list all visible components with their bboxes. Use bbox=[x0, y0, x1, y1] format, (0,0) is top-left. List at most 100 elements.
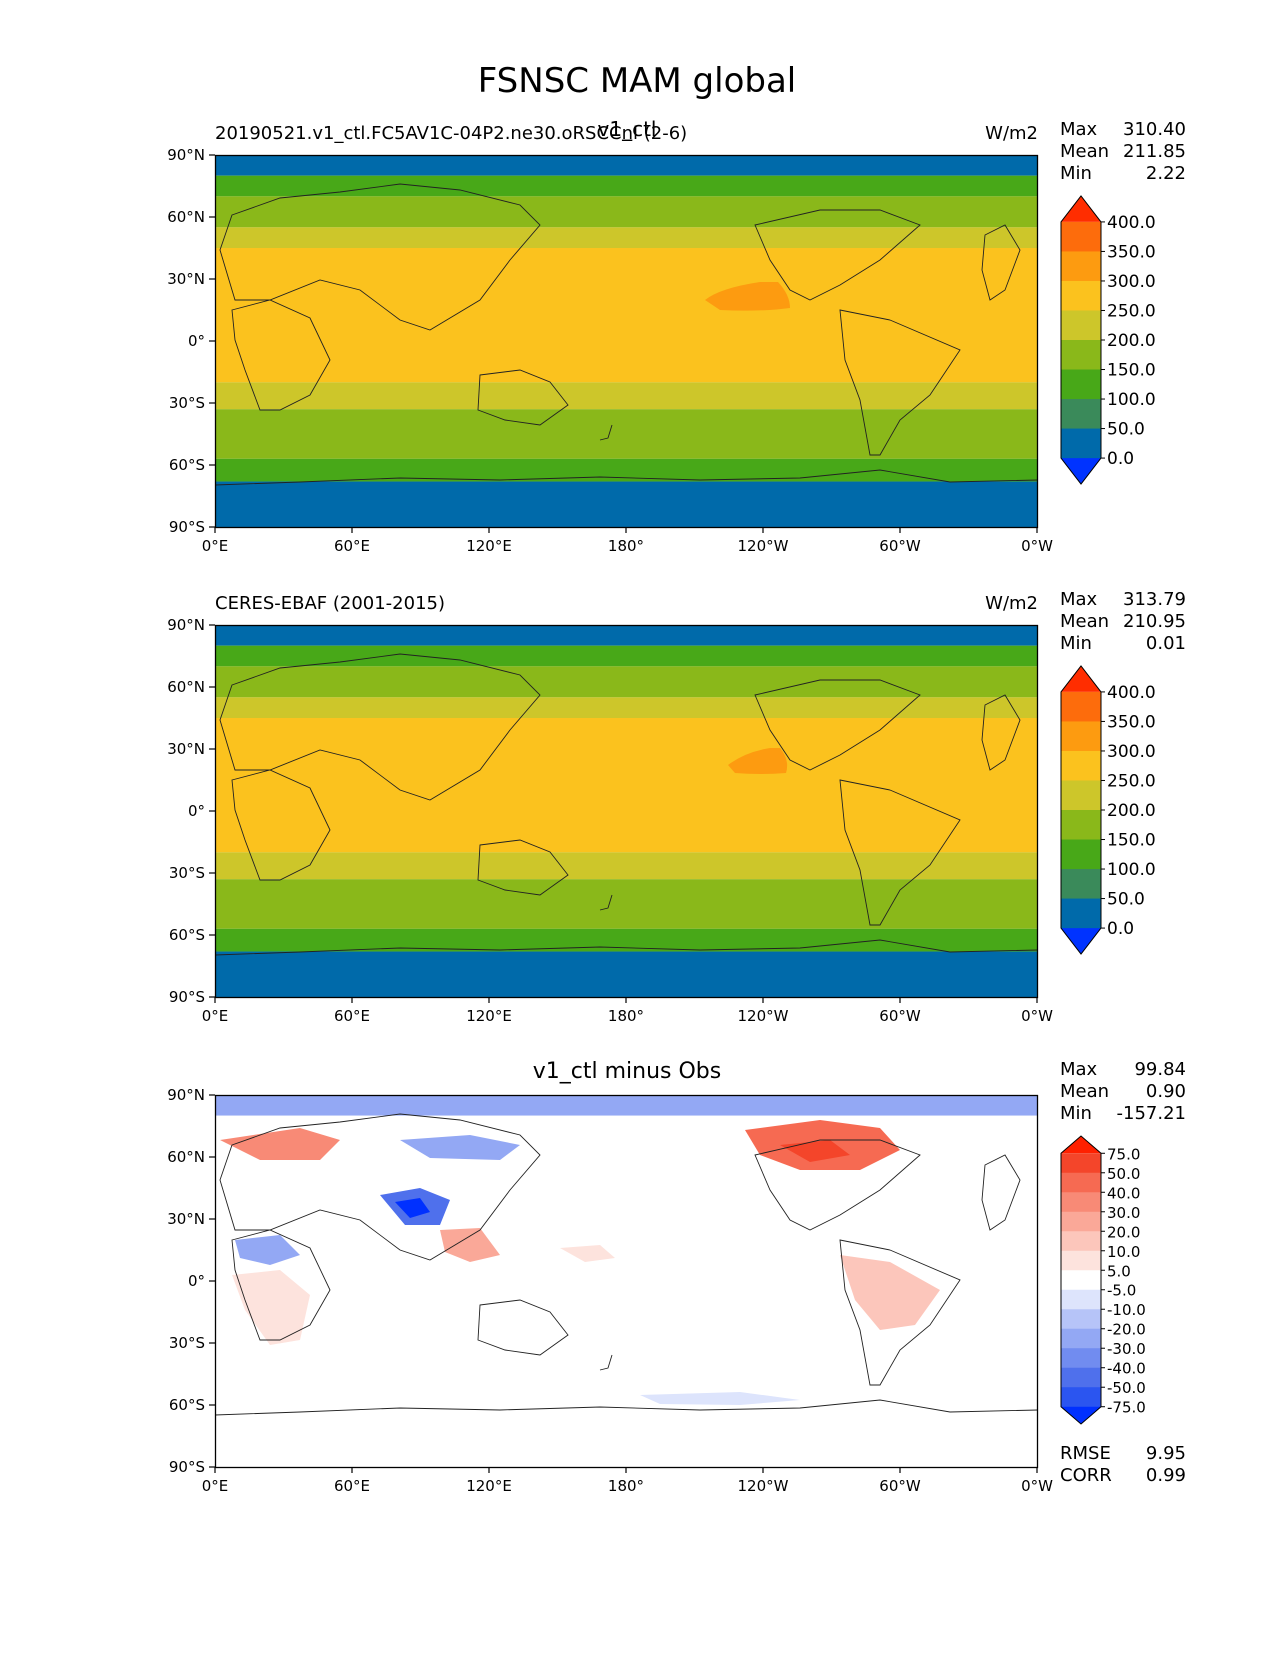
colorbar-segment bbox=[1061, 1153, 1101, 1174]
colorbar-tick-label: 75.0 bbox=[1107, 1145, 1140, 1163]
y-tick-label: 60°N bbox=[167, 208, 205, 226]
panel-2-colorbar: 0.0 50.0 100.0 150.0 200.0 250.0 300.0 350.0 400… bbox=[1060, 665, 1156, 955]
zonal-band bbox=[215, 852, 1037, 880]
panel-3-max-label: Max bbox=[1060, 1059, 1098, 1080]
zonal-band bbox=[215, 645, 1037, 667]
y-tick-label: 60°S bbox=[169, 456, 205, 474]
colorbar-tick-label: 400.0 bbox=[1107, 683, 1156, 703]
colorbar-tick-label: -50.0 bbox=[1107, 1379, 1146, 1397]
zonal-band bbox=[215, 481, 1037, 527]
colorbar-segment bbox=[1061, 1367, 1101, 1388]
colorbar-extend-max bbox=[1061, 666, 1101, 692]
panel-3-corr-label: CORR bbox=[1060, 1465, 1112, 1486]
x-tick-label: 180° bbox=[608, 537, 644, 555]
colorbar-tick-label: 150.0 bbox=[1107, 831, 1156, 851]
panel-3-rmse-label: RMSE bbox=[1060, 1443, 1111, 1464]
x-tick-label: 0°W bbox=[1021, 1477, 1053, 1495]
panel-3-colorbar: -75.0 -50.0-40.0 -30.0-20.0 -10.0-5.0 5.010.… bbox=[1060, 1135, 1146, 1425]
panel-2-min-value: 0.01 bbox=[1146, 633, 1186, 654]
y-tick-label: 30°S bbox=[169, 1334, 205, 1352]
zonal-band bbox=[215, 1095, 1037, 1116]
y-tick-label: 90°N bbox=[167, 146, 205, 164]
colorbar-tick-label: 30.0 bbox=[1107, 1204, 1140, 1222]
colorbar-segment bbox=[1061, 1250, 1101, 1271]
panel-2-stats: Max 313.79 Mean 210.95 Min 0.01 bbox=[1060, 589, 1186, 654]
y-tick-label: 90°N bbox=[167, 616, 205, 634]
y-tick-label: 30°N bbox=[167, 1210, 205, 1228]
panel-3-center-title: v1_ctl minus Obs bbox=[533, 1059, 721, 1084]
panel-2-min-label: Min bbox=[1060, 633, 1092, 654]
x-tick-label: 60°W bbox=[879, 537, 921, 555]
panel-1-stats: Max 310.40 Mean 211.85 Min 2.22 bbox=[1060, 119, 1186, 184]
x-tick-label: 60°E bbox=[334, 1477, 370, 1495]
colorbar-segment bbox=[1061, 721, 1101, 752]
colorbar-tick-label: -75.0 bbox=[1107, 1399, 1146, 1417]
colorbar-tick-label: -10.0 bbox=[1107, 1301, 1146, 1319]
colorbar-tick-label: -40.0 bbox=[1107, 1360, 1146, 1378]
panel-3-axes: 90°N 60°N 30°N 0° 30°S 60°S 90°S0°E 60°E 120°E 18… bbox=[167, 1086, 1053, 1495]
colorbar-tick-label: 5.0 bbox=[1107, 1262, 1131, 1280]
panel-1-zonal-bands bbox=[215, 155, 1037, 527]
zonal-band bbox=[215, 248, 1037, 383]
y-tick-label: 60°S bbox=[169, 1396, 205, 1414]
x-tick-label: 120°E bbox=[466, 537, 512, 555]
colorbar-tick-label: 400.0 bbox=[1107, 213, 1156, 233]
colorbar-segment bbox=[1061, 1309, 1101, 1330]
colorbar-tick-label: 40.0 bbox=[1107, 1184, 1140, 1202]
panel-3-coastlines bbox=[214, 1113, 1039, 1416]
panel-1-min-label: Min bbox=[1060, 163, 1092, 184]
colorbar-tick-label: 150.0 bbox=[1107, 361, 1156, 381]
panel-2-axes: 90°N 60°N 30°N 0° 30°S 60°S 90°S0°E 60°E 120°E 18… bbox=[167, 616, 1053, 1025]
colorbar-tick-label: 50.0 bbox=[1107, 890, 1145, 910]
colorbar-segment bbox=[1061, 691, 1101, 722]
panel-1-units: W/m2 bbox=[985, 123, 1038, 144]
panel-1-mean-value: 211.85 bbox=[1123, 141, 1186, 162]
panel-3-mean-label: Mean bbox=[1060, 1081, 1109, 1102]
panel-2-hotspot bbox=[728, 748, 788, 774]
x-tick-label: 120°W bbox=[738, 1007, 789, 1025]
y-tick-label: 90°S bbox=[169, 518, 205, 536]
y-tick-label: 90°N bbox=[167, 1086, 205, 1104]
panel-1-min-value: 2.22 bbox=[1146, 163, 1186, 184]
y-tick-label: 30°N bbox=[167, 740, 205, 758]
panel-1-colorbar: 0.0 50.0 100.0 150.0 200.0 250.0 300.0 350.0 400… bbox=[1060, 195, 1156, 485]
y-tick-label: 0° bbox=[188, 332, 205, 350]
panel-3-max-value: 99.84 bbox=[1134, 1059, 1186, 1080]
panel-3-min-label: Min bbox=[1060, 1103, 1092, 1124]
colorbar-segment bbox=[1061, 1348, 1101, 1369]
colorbar-extend-max bbox=[1061, 1136, 1101, 1154]
colorbar-extend-min bbox=[1061, 1406, 1101, 1424]
x-tick-label: 0°E bbox=[202, 537, 229, 555]
panel-2-zonal-bands bbox=[215, 625, 1037, 997]
colorbar-segment bbox=[1061, 1231, 1101, 1252]
zonal-band bbox=[215, 227, 1037, 248]
x-tick-label: 180° bbox=[608, 1477, 644, 1495]
panel-2-max-value: 313.79 bbox=[1123, 589, 1186, 610]
panel-3-corr-value: 0.99 bbox=[1146, 1465, 1186, 1486]
colorbar-tick-label: 250.0 bbox=[1107, 301, 1156, 321]
zonal-band bbox=[215, 666, 1037, 698]
y-tick-label: 30°S bbox=[169, 394, 205, 412]
zonal-band bbox=[215, 434, 1037, 459]
y-tick-label: 90°S bbox=[169, 988, 205, 1006]
y-tick-label: 60°N bbox=[167, 678, 205, 696]
panel-2-units: W/m2 bbox=[985, 593, 1038, 614]
zonal-band bbox=[215, 904, 1037, 929]
zonal-band bbox=[215, 928, 1037, 952]
x-tick-label: 60°E bbox=[334, 1007, 370, 1025]
colorbar-tick-label: 10.0 bbox=[1107, 1243, 1140, 1261]
x-tick-label: 120°W bbox=[738, 537, 789, 555]
y-tick-label: 0° bbox=[188, 802, 205, 820]
panel-1: 20190521.v1_ctl.FC5AV1C-04P2.ne30.oRSCCn… bbox=[167, 117, 1186, 555]
colorbar-tick-label: 300.0 bbox=[1107, 742, 1156, 762]
panel-1-axes: 90°N 60°N 30°N 0° 30°S 60°S 90°S0°E 60°E 120°E 18… bbox=[167, 146, 1053, 555]
zonal-band bbox=[215, 718, 1037, 853]
colorbar-segment bbox=[1061, 428, 1101, 459]
y-tick-label: 60°N bbox=[167, 1148, 205, 1166]
colorbar-segment bbox=[1061, 221, 1101, 252]
colorbar-extend-max bbox=[1061, 196, 1101, 222]
panel-2-mean-value: 210.95 bbox=[1123, 611, 1186, 632]
panel-3-mean-value: 0.90 bbox=[1146, 1081, 1186, 1102]
x-tick-label: 0°E bbox=[202, 1477, 229, 1495]
colorbar-tick-label: 0.0 bbox=[1107, 449, 1134, 469]
